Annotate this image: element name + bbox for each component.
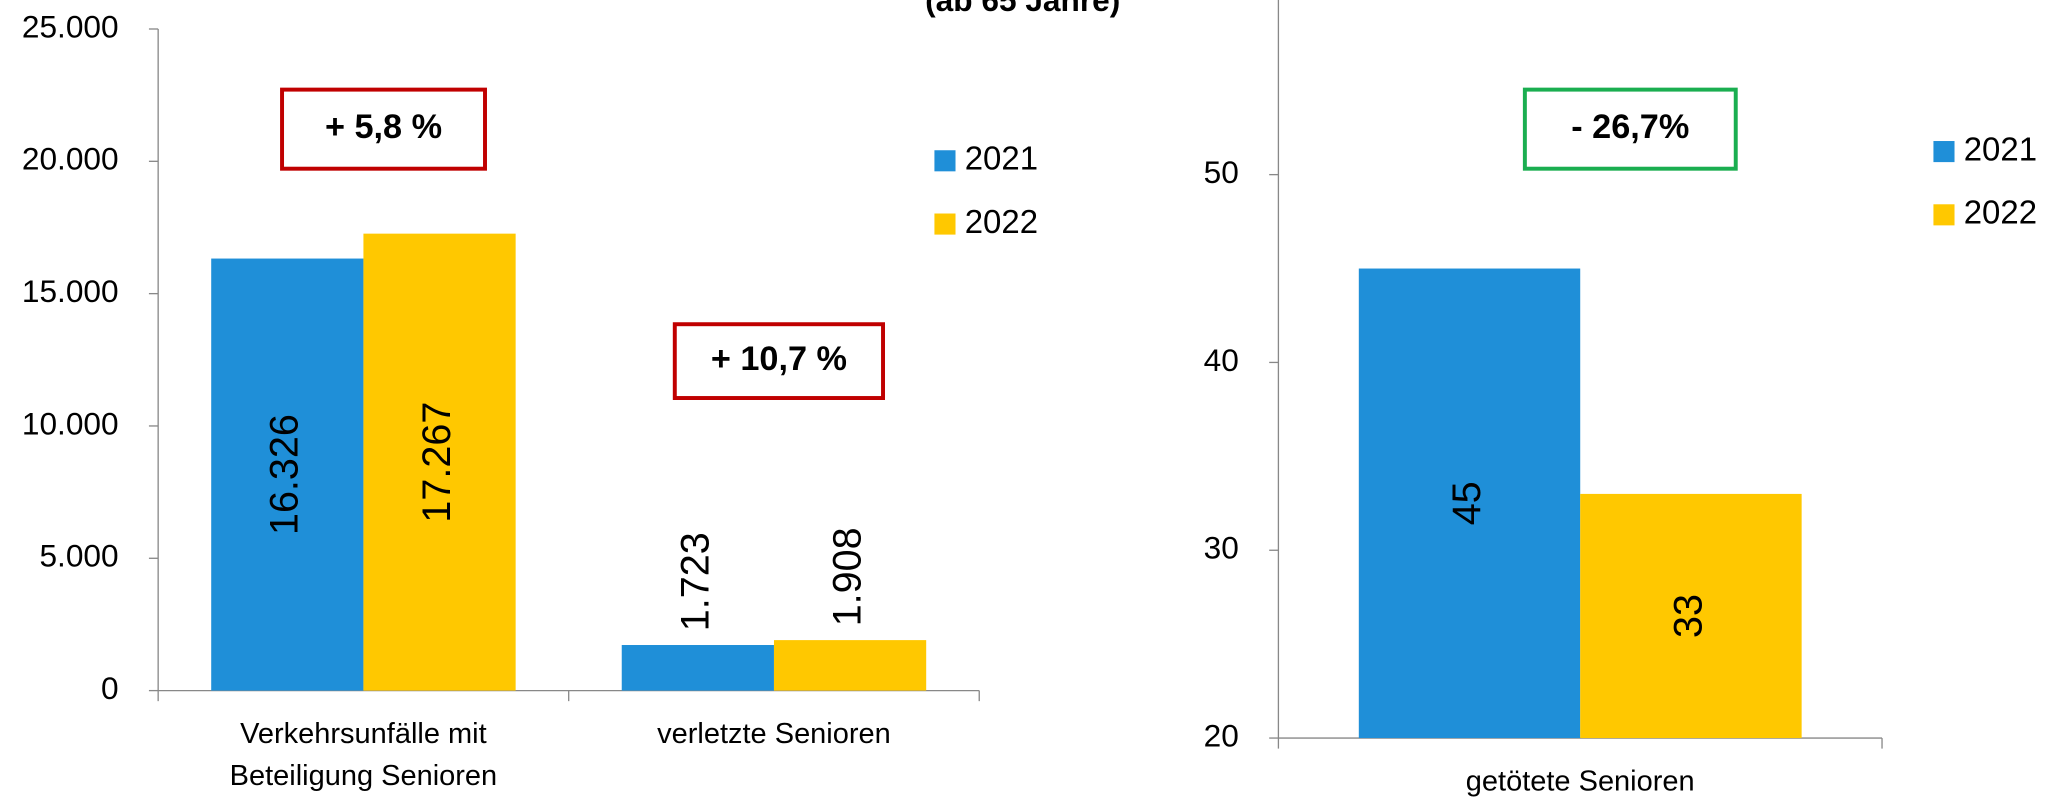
y-tick-label: 25.000 xyxy=(22,8,119,44)
y-tick-label: 15.000 xyxy=(22,273,119,309)
bar xyxy=(621,645,774,691)
x-tick-label: verletzte Senioren xyxy=(657,718,891,750)
value-label: 45 xyxy=(1445,481,1489,525)
value-label: 1.723 xyxy=(673,532,717,631)
legend-label: 2021 xyxy=(965,139,1038,176)
value-label: 33 xyxy=(1666,594,1710,638)
annotation: + 10,7 % xyxy=(711,340,847,378)
y-tick-label: 5.000 xyxy=(39,538,118,574)
annotation-box xyxy=(1522,87,1738,171)
bar xyxy=(211,258,364,691)
y-tick-label: 40 xyxy=(1204,342,1239,378)
legend-label: 2022 xyxy=(965,203,1038,240)
legend-swatch xyxy=(934,150,956,172)
bar xyxy=(773,640,927,691)
value-label: 16.326 xyxy=(263,414,307,535)
x-tick-label: Verkehrsunfälle mit xyxy=(240,718,486,750)
subtitle: (ab 65 Jahre) xyxy=(925,0,1120,18)
y-tick-label: 20 xyxy=(1204,717,1239,753)
legend-label: 2022 xyxy=(1964,194,2037,231)
bar xyxy=(1358,268,1581,739)
value-label: 17.267 xyxy=(415,402,459,523)
y-tick-label: 50 xyxy=(1204,154,1239,190)
y-tick-label: 30 xyxy=(1204,530,1239,566)
annotation-box xyxy=(672,322,886,400)
legend-swatch xyxy=(1933,141,1955,163)
x-tick-label: Beteiligung Senioren xyxy=(230,760,498,792)
bar xyxy=(1580,493,1802,739)
y-tick-label: 20.000 xyxy=(22,141,119,177)
legend-swatch xyxy=(934,213,956,235)
y-tick-label: 60 xyxy=(1204,0,1239,2)
bar xyxy=(363,233,516,691)
value-label: 1.908 xyxy=(826,527,870,626)
legend-label: 2021 xyxy=(1964,130,2037,167)
annotation: + 5,8 % xyxy=(325,108,442,146)
annotation: - 26,7% xyxy=(1571,108,1689,146)
y-tick-label: 10.000 xyxy=(22,405,119,441)
y-tick-label: 0 xyxy=(101,670,119,706)
annotation-box xyxy=(280,87,487,171)
x-tick-label: getötete Senioren xyxy=(1466,766,1695,798)
legend-swatch xyxy=(1933,204,1955,226)
